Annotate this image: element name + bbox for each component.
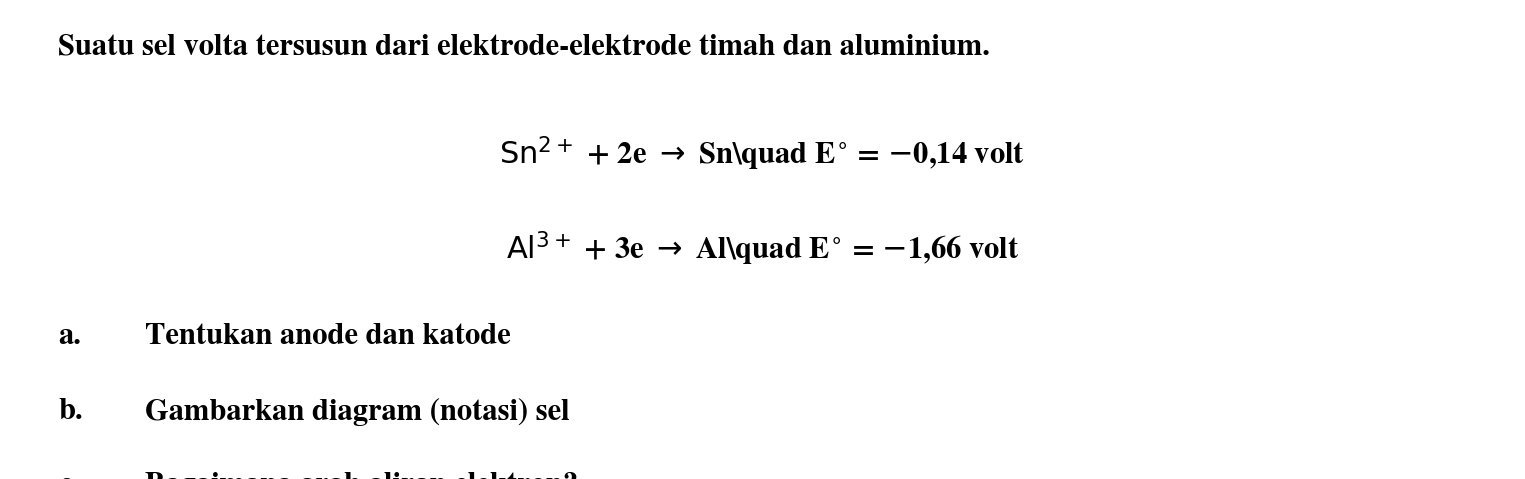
Text: $\mathrm{Sn}^{2+}$ + 2e $\rightarrow$ Sn\quad E$^{\circ}$ = $-$0,14 volt: $\mathrm{Sn}^{2+}$ + 2e $\rightarrow$ Sn… bbox=[500, 134, 1025, 172]
Text: a.: a. bbox=[58, 323, 81, 350]
Text: b.: b. bbox=[58, 398, 82, 424]
Text: Tentukan anode dan katode: Tentukan anode dan katode bbox=[145, 323, 511, 350]
Text: Suatu sel volta tersusun dari elektrode-elektrode timah dan aluminium.: Suatu sel volta tersusun dari elektrode-… bbox=[58, 34, 990, 60]
Text: Bagaimana arah aliran elektron?: Bagaimana arah aliran elektron? bbox=[145, 472, 578, 479]
Text: $\mathrm{Al}^{3+}$ + 3e $\rightarrow$ Al\quad E$^{\circ}$ = $-$1,66 volt: $\mathrm{Al}^{3+}$ + 3e $\rightarrow$ Al… bbox=[506, 230, 1019, 268]
Text: Gambarkan diagram (notasi) sel: Gambarkan diagram (notasi) sel bbox=[145, 398, 569, 425]
Text: c.: c. bbox=[58, 472, 79, 479]
